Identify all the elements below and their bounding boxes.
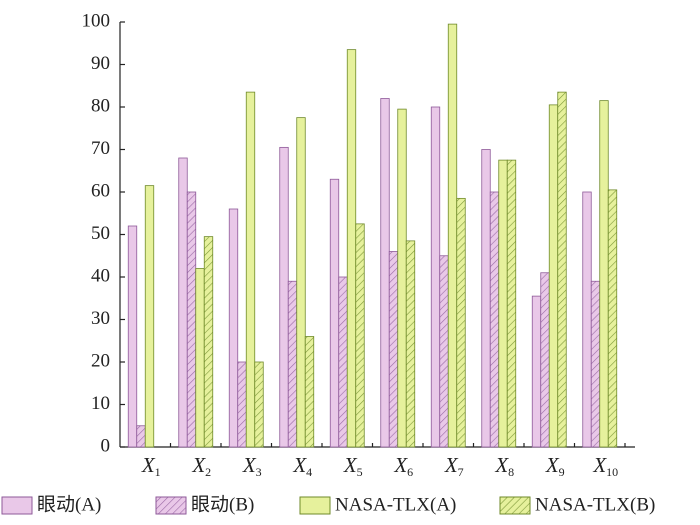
x-tick-label: X7 xyxy=(444,453,464,479)
bar xyxy=(599,100,609,448)
bar xyxy=(245,91,256,448)
bar xyxy=(228,208,239,448)
bar xyxy=(296,117,306,448)
bar xyxy=(506,159,517,448)
bar xyxy=(388,251,399,448)
bar xyxy=(548,104,559,448)
bar xyxy=(203,236,214,448)
bar xyxy=(346,49,357,448)
x-tick-label: X4 xyxy=(292,453,312,479)
y-tick-label: 40 xyxy=(91,265,110,286)
y-tick-label: 30 xyxy=(91,308,110,329)
bar xyxy=(481,149,491,448)
legend-label: NASA-TLX(B) xyxy=(535,494,655,515)
y-tick-label: 10 xyxy=(91,393,110,414)
bar xyxy=(607,189,618,448)
legend-label: 眼动(B) xyxy=(191,493,254,515)
y-tick-label: 70 xyxy=(91,138,110,159)
bar xyxy=(136,425,146,448)
bar xyxy=(195,268,205,448)
y-tick-label: 80 xyxy=(91,95,110,116)
x-tick-label: X6 xyxy=(393,453,413,479)
legend-label: NASA-TLX(A) xyxy=(335,494,456,515)
bar xyxy=(405,240,416,448)
bar xyxy=(304,336,315,448)
bar xyxy=(439,255,449,448)
bar xyxy=(144,185,155,448)
bar xyxy=(430,106,441,448)
bar xyxy=(498,159,508,448)
bar xyxy=(582,191,592,448)
legend-swatch xyxy=(299,496,331,515)
bar xyxy=(287,280,298,448)
bar xyxy=(540,272,550,448)
x-tick-label: X9 xyxy=(545,453,565,479)
y-tick-label: 20 xyxy=(91,350,110,371)
bar xyxy=(380,98,390,448)
bar xyxy=(397,108,407,448)
bar xyxy=(254,361,264,448)
legend-label: 眼动(A) xyxy=(37,493,101,515)
x-tick-label: X2 xyxy=(191,453,211,479)
x-tick-label: X10 xyxy=(592,453,618,479)
legend-swatch xyxy=(499,496,531,515)
bar xyxy=(178,157,188,448)
bar xyxy=(590,280,601,448)
y-tick-label: 90 xyxy=(91,53,110,74)
bar xyxy=(557,91,567,448)
bar xyxy=(237,361,247,448)
y-tick-label: 60 xyxy=(91,180,110,201)
bar xyxy=(338,276,348,448)
bar xyxy=(279,146,289,448)
y-tick-label: 100 xyxy=(82,10,111,31)
bar xyxy=(186,191,197,448)
x-tick-label: X8 xyxy=(494,453,514,479)
legend-swatch xyxy=(155,496,187,515)
x-tick-label: X1 xyxy=(141,453,161,479)
bar xyxy=(127,225,138,448)
bar xyxy=(447,23,458,448)
y-tick-label: 0 xyxy=(101,435,111,456)
x-tick-label: X5 xyxy=(343,453,363,479)
bar xyxy=(456,197,466,448)
bar xyxy=(329,178,340,448)
y-tick-label: 50 xyxy=(91,223,110,244)
bar xyxy=(489,191,500,448)
bar xyxy=(355,223,365,448)
bar xyxy=(531,295,542,448)
x-tick-label: X3 xyxy=(242,453,262,479)
legend-swatch xyxy=(1,496,33,515)
